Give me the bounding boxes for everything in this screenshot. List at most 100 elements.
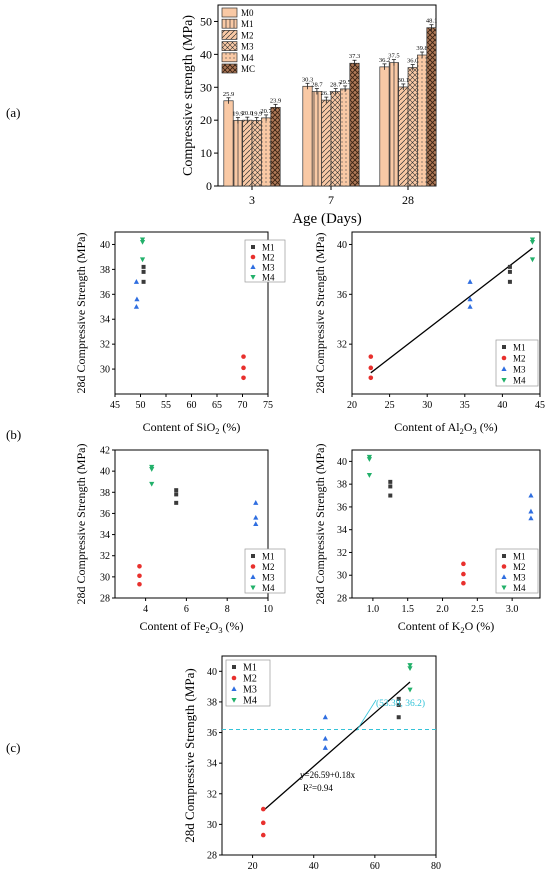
y-tick-label: 40 [100,467,110,478]
legend-label: M3 [262,263,275,273]
y-axis-title: 28d Compressive Strength (MPa) [74,444,88,605]
y-tick-label: 36 [100,290,110,301]
data-label: 29.5 [339,79,350,86]
y-tick-label: 36 [207,728,217,739]
data-label: 26.1 [321,90,332,97]
point-M1 [507,264,512,269]
legend-swatch-M1 [221,18,238,29]
legend-label: M1 [241,19,254,29]
y-axis-title: 28d Compressive Strength (MPa) [313,444,327,605]
legend-label: M1 [513,343,526,353]
legend-label: M4 [262,583,275,593]
point-M1 [174,500,179,505]
legend-marker-M2 [250,254,256,260]
data-label: 36.2 [379,57,390,64]
x-axis-title: Content of SiO2 (%) [143,420,241,436]
legend-marker-M3 [250,574,256,579]
x-axis-title: Content of K2O (%) [398,619,495,635]
bar-MC-7 [349,62,360,187]
x-axis-title: Content of Al2O3 (%) [394,420,497,436]
point-M4 [407,666,413,672]
point-M3 [133,279,140,284]
y-tick-label: 30 [337,571,347,582]
point-M2 [137,573,142,579]
y-tick-label: 34 [100,530,110,541]
point-M1 [174,492,179,497]
point-M2 [260,820,266,826]
y-axis-title: Compressive strength (MPa) [181,15,196,176]
panel-label-b: (b) [6,427,22,442]
data-label: 23.9 [270,97,281,104]
point-M3 [528,515,534,521]
point-M2 [137,563,142,569]
point-M2 [260,806,266,812]
x-tick-label: 1.0 [367,604,380,615]
point-M4 [139,237,146,243]
point-M3 [467,303,473,309]
point-M3 [528,492,534,498]
y-tick-label: 36 [100,509,110,520]
point-M3 [322,714,328,720]
point-M4 [529,239,536,245]
annotation-leader [356,699,377,731]
x-tick-label: 6 [184,604,189,615]
y-tick-label: 34 [337,525,347,536]
x-tick-label: 25 [385,400,395,411]
x-tick-label: 55 [161,400,171,411]
y-tick-label: 38 [100,488,110,499]
y-tick-label: 28 [337,594,347,605]
y-tick-label: 30 [100,365,110,376]
legend-label: M2 [243,674,257,685]
x-tick-label: 2.0 [436,604,449,615]
legend-label: MC [241,64,255,74]
data-label: 48.1 [426,18,437,25]
point-M4 [366,454,373,460]
data-label: 30.3 [302,76,313,83]
y-tick-label: 38 [100,265,110,276]
legend-marker-M3 [250,264,256,269]
y-tick-label: 32 [100,340,110,351]
point-M2 [461,561,466,567]
x-tick-label: 60 [370,861,380,872]
fit-line [370,247,533,374]
point-M4 [149,481,155,487]
bar-M3-7 [330,91,341,187]
y-tick-label: 40 [337,240,347,251]
point-M1 [507,279,512,284]
data-label: 28.7 [330,82,342,89]
point-M3 [467,279,473,284]
plot-frame-c [221,655,437,856]
x-tick-label: 35 [460,400,470,411]
y-tick-label: 38 [207,697,217,708]
point-M2 [137,581,142,587]
y-tick-label: 50 [200,14,212,28]
x-tick-label: 3.0 [506,604,519,615]
legend-marker-M2 [501,355,507,361]
y-tick-label: 34 [207,759,217,770]
data-label: 20.0 [242,110,253,117]
point-M1 [388,484,393,489]
legend-marker-M4 [501,585,507,591]
y-tick-label: 32 [337,548,347,559]
bar-M0-7 [302,85,313,187]
y-tick-label: 20 [200,113,212,127]
legend-marker-M4 [250,275,256,280]
bar-M2-7 [321,99,332,187]
point-M3 [322,735,328,741]
y-tick-label: 30 [207,820,217,831]
y-tick-label: 40 [200,47,212,61]
point-M1 [141,264,146,269]
y-tick-label: 36 [337,502,347,513]
y-tick-label: 28 [100,594,110,605]
y-tick-label: 42 [100,446,110,457]
point-M4 [366,473,373,478]
point-M3 [467,296,473,302]
point-M3 [253,521,259,526]
legend-marker-M1 [232,665,236,669]
data-label: 25.9 [223,91,234,98]
y-tick-label: 40 [337,457,347,468]
x-tick-label: 8 [225,604,230,615]
point-M3 [528,508,534,514]
point-M2 [368,375,374,381]
bar-M4-7 [340,88,351,187]
